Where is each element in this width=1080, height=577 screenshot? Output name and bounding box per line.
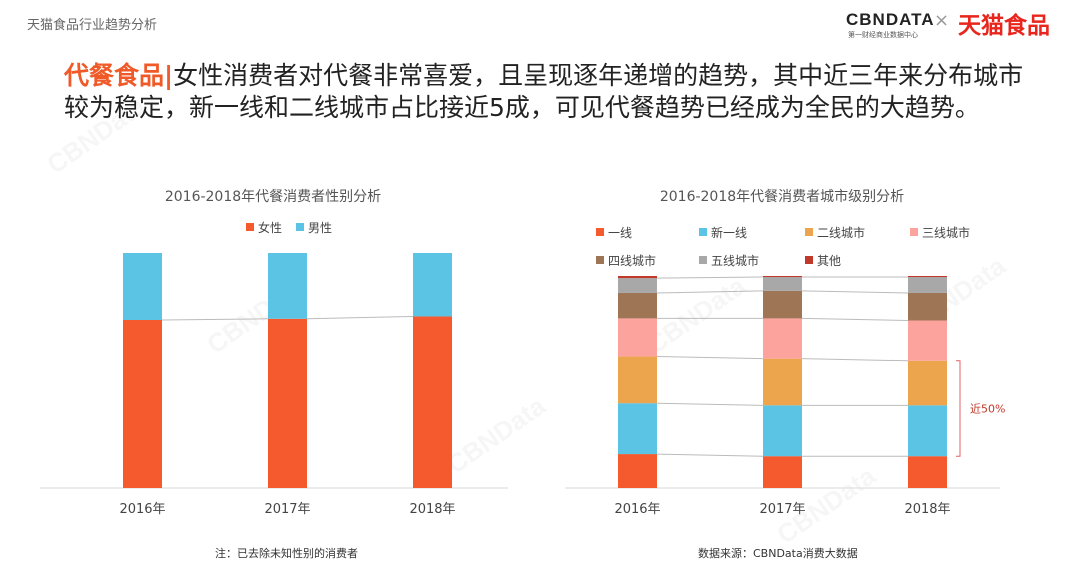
legend-swatch bbox=[699, 256, 707, 264]
brand-separator: × bbox=[934, 10, 950, 31]
city-chart-title: 2016-2018年代餐消费者城市级别分析 bbox=[660, 188, 904, 205]
bar-segment bbox=[618, 403, 657, 455]
bar-segment bbox=[908, 360, 947, 406]
bar-segment bbox=[763, 290, 802, 319]
bar-segment bbox=[908, 292, 947, 321]
bar-segment bbox=[908, 277, 947, 293]
cbndata-logo: CBNDATA bbox=[846, 10, 935, 29]
section-title: 天猫食品行业趋势分析 bbox=[27, 18, 158, 33]
legend-swatch bbox=[805, 256, 813, 264]
headline-text: 女性消费者对代餐非常喜爱，且呈现逐年递增的趋势，其中近三年来分布城市较为稳定，新… bbox=[64, 61, 1024, 122]
x-tick-label: 2018年 bbox=[904, 502, 950, 517]
x-tick-label: 2018年 bbox=[409, 502, 455, 517]
footnote-right: 数据来源：CBNData消费大数据 bbox=[698, 547, 858, 560]
bar-segment bbox=[123, 253, 162, 320]
x-tick-label: 2016年 bbox=[119, 502, 165, 517]
footnote-left: 注：已去除未知性别的消费者 bbox=[215, 547, 358, 560]
headline: 代餐食品|女性消费者对代餐非常喜爱，且呈现逐年递增的趋势，其中近三年来分布城市较… bbox=[64, 60, 1024, 124]
bar-segment bbox=[618, 276, 657, 279]
bar-segment bbox=[908, 405, 947, 457]
connector-line bbox=[656, 453, 764, 457]
bar-segment bbox=[618, 356, 657, 404]
legend-label: 四线城市 bbox=[608, 253, 656, 268]
connector-line bbox=[306, 315, 414, 320]
legend-label: 一线 bbox=[608, 226, 632, 240]
bar-segment bbox=[763, 276, 802, 278]
legend-swatch bbox=[246, 223, 254, 231]
legend-label: 其他 bbox=[817, 254, 841, 268]
bar-segment bbox=[123, 319, 162, 488]
connector-line bbox=[656, 276, 764, 279]
headline-tag: 代餐食品| bbox=[64, 61, 174, 90]
bar-segment bbox=[618, 278, 657, 293]
legend-label: 二线城市 bbox=[817, 225, 865, 240]
legend-swatch bbox=[296, 223, 304, 231]
gender-chart-title: 2016-2018年代餐消费者性别分析 bbox=[165, 189, 381, 205]
legend-swatch bbox=[699, 228, 707, 236]
bar-segment bbox=[268, 318, 307, 488]
connector-line bbox=[801, 317, 909, 322]
bar-segment bbox=[763, 318, 802, 359]
bar-segment bbox=[908, 276, 947, 278]
bar-segment bbox=[763, 358, 802, 406]
bar-segment bbox=[618, 318, 657, 357]
connector-line bbox=[801, 358, 909, 362]
bar-segment bbox=[763, 277, 802, 291]
connector-line bbox=[656, 356, 764, 360]
legend-swatch bbox=[805, 228, 813, 236]
bar-segment bbox=[908, 320, 947, 361]
connector-line bbox=[801, 290, 909, 294]
legend-label: 三线城市 bbox=[922, 225, 970, 240]
x-tick-label: 2016年 bbox=[614, 502, 660, 517]
connector-line bbox=[656, 290, 764, 294]
legend-swatch bbox=[596, 256, 604, 264]
connector-line bbox=[656, 402, 764, 406]
x-tick-label: 2017年 bbox=[264, 502, 310, 517]
bar-segment bbox=[268, 253, 307, 319]
legend-label: 新一线 bbox=[711, 225, 747, 240]
bar-segment bbox=[618, 292, 657, 319]
legend-label: 女性 bbox=[258, 220, 282, 235]
legend-label: 男性 bbox=[308, 221, 332, 235]
tmall-food-logo: 天猫食品 bbox=[958, 13, 1050, 39]
x-tick-label: 2017年 bbox=[759, 502, 805, 517]
bar-segment bbox=[413, 316, 452, 488]
bar-segment bbox=[763, 456, 802, 488]
bar-segment bbox=[618, 454, 657, 488]
connector-line bbox=[161, 318, 269, 321]
legend-swatch bbox=[910, 228, 918, 236]
bar-segment bbox=[908, 456, 947, 488]
annotation-bracket bbox=[956, 360, 961, 457]
cbndata-logo-subtitle: 第一财经商业数据中心 bbox=[848, 31, 918, 39]
legend-label: 五线城市 bbox=[711, 253, 759, 268]
legend-swatch bbox=[596, 228, 604, 236]
annotation-label: 近50% bbox=[970, 403, 1005, 416]
bar-segment bbox=[413, 253, 452, 317]
bar-segment bbox=[763, 405, 802, 457]
